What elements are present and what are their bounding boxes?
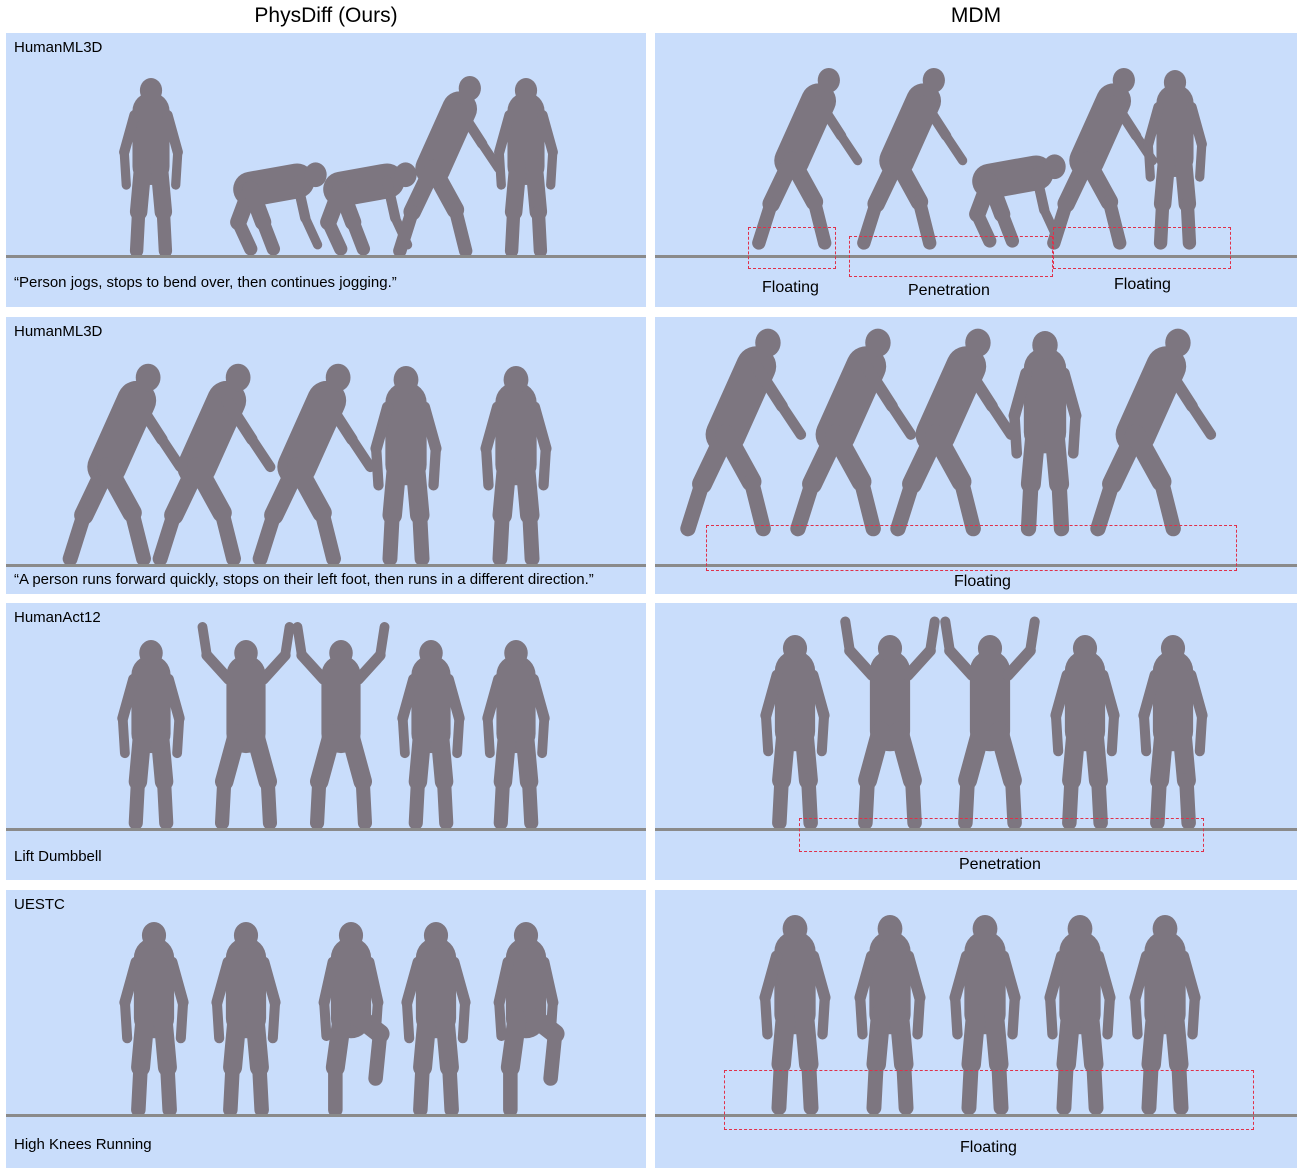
human-figure bbox=[252, 363, 376, 567]
human-figure bbox=[494, 78, 558, 258]
human-figure bbox=[119, 922, 189, 1118]
panel-mdm-row2: Floating bbox=[655, 317, 1297, 594]
human-figures bbox=[62, 363, 552, 567]
human-figure bbox=[320, 162, 417, 256]
human-figure bbox=[857, 67, 968, 250]
human-figures bbox=[759, 915, 1201, 1116]
human-figure bbox=[152, 363, 276, 567]
motion-caption: High Knees Running bbox=[14, 1136, 152, 1153]
human-figure bbox=[1138, 635, 1208, 831]
human-figure bbox=[393, 75, 504, 258]
human-figure bbox=[318, 922, 390, 1118]
human-figure bbox=[1090, 328, 1217, 537]
ground-line bbox=[6, 255, 646, 258]
panel-mdm-row4: Floating bbox=[655, 890, 1297, 1168]
annotation-box bbox=[748, 227, 836, 269]
human-figure bbox=[1044, 915, 1116, 1116]
annotation-label: Floating bbox=[762, 279, 819, 296]
motion-caption: “Person jogs, stops to bend over, then c… bbox=[14, 274, 397, 291]
annotation-box bbox=[1053, 227, 1231, 269]
panel-physdiff-row2: HumanML3D “A person runs forward quickly… bbox=[6, 317, 646, 594]
annotation-box bbox=[706, 525, 1237, 571]
panel-physdiff-row4: UESTC High Knees Running bbox=[6, 890, 646, 1168]
panel-physdiff-row1: HumanML3D “Person jogs, stops to bend ov… bbox=[6, 33, 646, 307]
dataset-label: HumanML3D bbox=[14, 323, 103, 340]
ground-line bbox=[655, 564, 1297, 567]
human-figure bbox=[1143, 70, 1207, 250]
panel-mdm-row3: Penetration bbox=[655, 603, 1297, 880]
human-figure bbox=[840, 616, 940, 831]
ground-line bbox=[6, 828, 646, 831]
annotation-label: Penetration bbox=[908, 282, 990, 299]
human-figures bbox=[760, 616, 1208, 831]
annotation-label: Penetration bbox=[959, 856, 1041, 873]
human-figure bbox=[370, 366, 442, 567]
human-figure bbox=[752, 67, 863, 250]
human-figure bbox=[493, 922, 565, 1118]
human-figure bbox=[790, 328, 917, 537]
annotation-label: Floating bbox=[1114, 276, 1171, 293]
ground-line bbox=[655, 828, 1297, 831]
human-figure bbox=[230, 162, 327, 256]
ground-line bbox=[655, 255, 1297, 258]
right-column-title: MDM bbox=[950, 4, 1002, 27]
ground-line bbox=[6, 1114, 646, 1117]
annotation-box bbox=[849, 236, 1053, 277]
human-figure bbox=[62, 363, 186, 567]
dataset-label: UESTC bbox=[14, 896, 65, 913]
human-figure bbox=[211, 922, 281, 1118]
human-figure bbox=[680, 328, 807, 537]
human-figure bbox=[759, 915, 831, 1116]
motion-caption: Lift Dumbbell bbox=[14, 848, 102, 865]
human-figure bbox=[1050, 635, 1120, 831]
annotation-label: Floating bbox=[954, 573, 1011, 590]
motion-caption: “A person runs forward quickly, stops on… bbox=[14, 571, 594, 588]
human-figure bbox=[480, 366, 552, 567]
human-figure bbox=[760, 635, 830, 831]
human-figure bbox=[940, 616, 1040, 831]
human-figure bbox=[482, 640, 550, 830]
left-column-title: PhysDiff (Ours) bbox=[254, 4, 398, 27]
annotation-box bbox=[724, 1070, 1254, 1130]
human-figure bbox=[1047, 67, 1158, 250]
ground-line bbox=[655, 1114, 1297, 1117]
panel-physdiff-row3: HumanAct12 Lift Dumbbell bbox=[6, 603, 646, 880]
human-figure bbox=[397, 640, 465, 830]
panel-mdm-row1: Floating Penetration Floating bbox=[655, 33, 1297, 307]
human-figure bbox=[1129, 915, 1201, 1116]
human-figure bbox=[969, 154, 1066, 248]
human-figures bbox=[680, 328, 1217, 537]
ground-line bbox=[6, 564, 646, 567]
human-figures bbox=[752, 67, 1207, 250]
dataset-label: HumanAct12 bbox=[14, 609, 101, 626]
dataset-label: HumanML3D bbox=[14, 39, 103, 56]
human-figure bbox=[949, 915, 1021, 1116]
annotation-box bbox=[799, 818, 1204, 852]
human-figure bbox=[197, 622, 295, 830]
human-figure bbox=[117, 640, 185, 830]
human-figures bbox=[119, 922, 565, 1118]
human-figure bbox=[890, 328, 1017, 537]
human-figure bbox=[292, 622, 390, 830]
human-figure bbox=[119, 78, 183, 258]
human-figures bbox=[117, 622, 550, 830]
human-figures bbox=[119, 75, 558, 258]
human-figure bbox=[401, 922, 471, 1118]
human-figure bbox=[1008, 331, 1082, 537]
human-figure bbox=[854, 915, 926, 1116]
annotation-label: Floating bbox=[960, 1139, 1017, 1156]
